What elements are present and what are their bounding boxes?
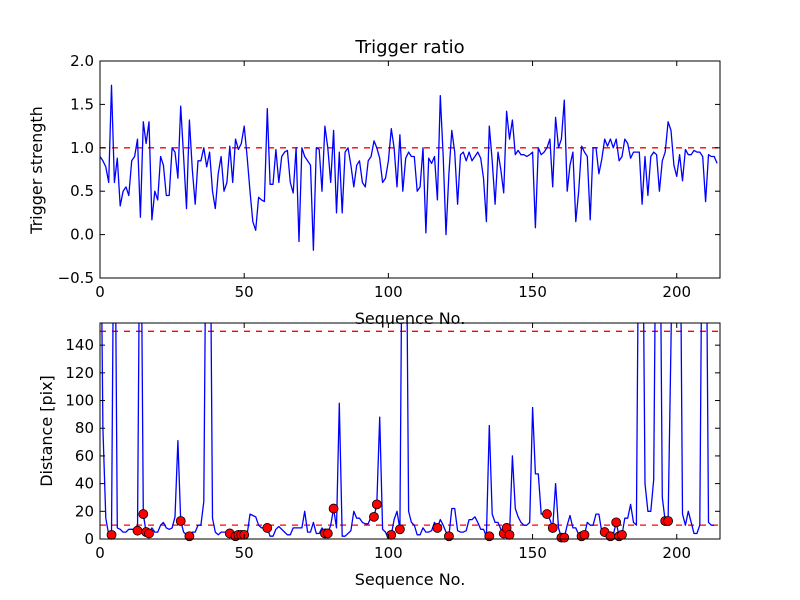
y-tick-label: 0.0 <box>70 226 94 244</box>
data-point-marker <box>504 529 515 540</box>
data-point-marker <box>444 531 454 542</box>
x-tick-label: 0 <box>95 544 105 562</box>
data-point-marker <box>371 499 382 510</box>
y-tick-label: 1.5 <box>70 95 94 113</box>
y-tick-label: 140 <box>65 336 94 354</box>
x-tick-label: 50 <box>235 544 254 562</box>
bottom-x-axis-label: Sequence No. <box>355 570 466 589</box>
x-tick-label: 50 <box>235 283 254 301</box>
y-tick-label: 40 <box>75 475 94 493</box>
y-tick-label: 2.0 <box>70 52 94 70</box>
y-tick-label: 0 <box>84 530 94 548</box>
data-point-marker <box>138 509 149 519</box>
data-point-marker <box>547 523 558 533</box>
data-point-marker <box>559 532 570 543</box>
data-point-marker <box>132 525 143 536</box>
top-axes: 0 50 100 150 200 −0.5 0.0 0.5 1.0 1.5 2.0 <box>58 52 721 301</box>
x-tick-label: 100 <box>374 544 403 562</box>
data-point-marker <box>106 529 117 540</box>
top-x-axis-label: Sequence No. <box>355 309 466 328</box>
y-tick-label: 60 <box>75 447 94 465</box>
y-tick-label: 0.5 <box>70 182 94 200</box>
axes-frame <box>99 60 721 279</box>
y-tick-label: 120 <box>65 364 94 382</box>
data-point-marker <box>328 503 339 514</box>
data-point-marker <box>617 529 627 540</box>
data-point-marker <box>432 523 443 533</box>
data-point-marker <box>395 524 405 535</box>
data-point-marker <box>144 528 154 539</box>
data-point-marker <box>175 516 186 526</box>
data-point-marker <box>663 516 673 526</box>
y-tick-label: −0.5 <box>58 269 94 287</box>
top-y-axis-label: Trigger strength <box>27 106 46 235</box>
data-point-marker <box>184 531 195 542</box>
x-tick-label: 150 <box>518 283 547 301</box>
x-tick-label: 200 <box>662 544 691 562</box>
plot-area <box>100 323 720 539</box>
chart-title: Trigger ratio <box>354 37 464 58</box>
data-point-marker <box>542 509 552 519</box>
data-point-marker <box>262 523 273 533</box>
x-tick-label: 0 <box>95 283 105 301</box>
data-point-marker <box>484 531 495 542</box>
axes-frame <box>99 322 721 540</box>
y-tick-label: 20 <box>75 502 94 520</box>
data-point-marker <box>611 517 622 528</box>
bottom-axes: 0 50 100 150 200 0 20 40 60 80 100 120 140 <box>65 322 721 562</box>
x-tick-label: 100 <box>374 283 403 301</box>
x-tick-label: 150 <box>518 544 547 562</box>
y-tick-label: 80 <box>75 419 94 437</box>
plot-area <box>100 84 720 251</box>
bottom-y-axis-label: Distance [pix] <box>37 375 56 487</box>
data-point-marker <box>579 529 590 540</box>
x-tick-label: 200 <box>662 283 691 301</box>
data-point-marker <box>322 528 333 539</box>
series-line-trigger-strength <box>100 84 718 251</box>
y-tick-label: 1.0 <box>70 139 94 157</box>
series-line-distance <box>101 323 715 539</box>
y-tick-label: 100 <box>65 392 94 410</box>
data-point-marker <box>369 511 379 522</box>
